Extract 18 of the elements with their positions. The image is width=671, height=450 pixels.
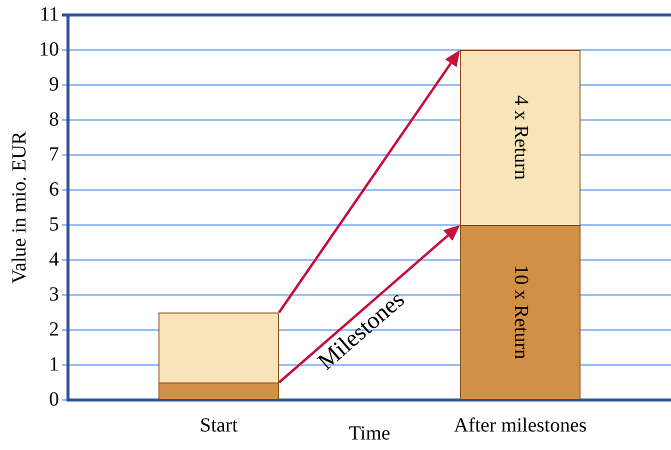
y-tick-label: 7	[49, 143, 59, 166]
y-axis-title: Value in mio. EUR	[8, 130, 30, 284]
y-tick-label: 5	[49, 213, 59, 236]
y-tick-label: 1	[49, 353, 59, 376]
y-tick-label: 2	[49, 318, 59, 340]
y-tick-label: 10	[39, 38, 59, 60]
x-axis-title: Time	[348, 422, 390, 444]
annotation: 4 x Return	[510, 95, 532, 180]
y-tick-label: 0	[49, 388, 59, 410]
annotation: 10 x Return	[510, 264, 532, 360]
y-tick-label: 3	[49, 283, 59, 306]
y-tick-label: 6	[49, 178, 59, 200]
y-tick-label: 9	[49, 73, 59, 96]
x-tick-label: Start	[200, 414, 238, 436]
y-tick-label: 8	[49, 108, 59, 130]
y-tick-label: 11	[40, 3, 59, 26]
x-tick-label: After milestones	[454, 414, 587, 436]
y-tick-label: 4	[49, 248, 59, 270]
